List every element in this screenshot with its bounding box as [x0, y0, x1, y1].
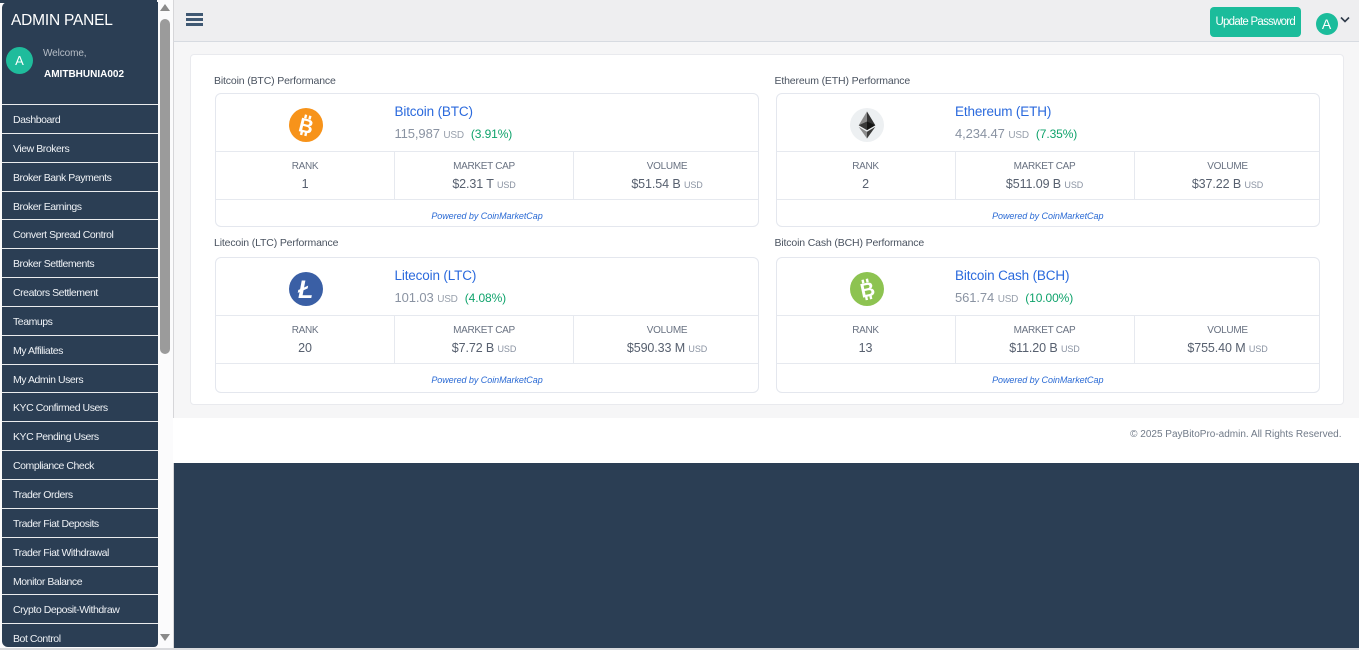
svg-text:Ł: Ł: [297, 276, 313, 304]
svg-text:B: B: [858, 278, 877, 303]
